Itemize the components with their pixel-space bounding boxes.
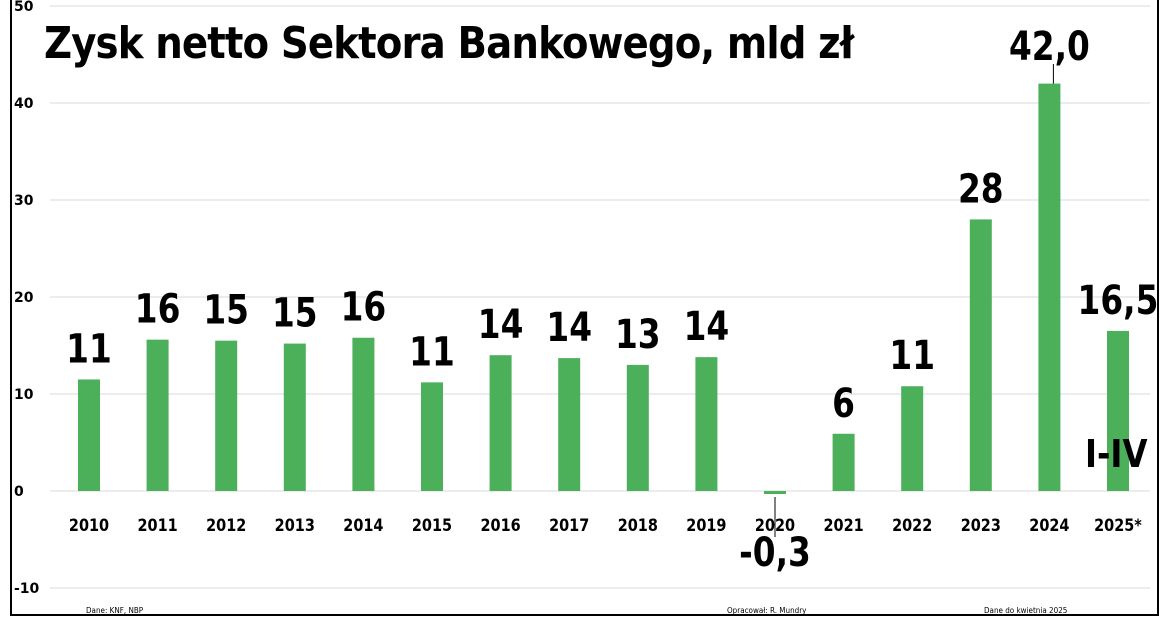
x-tick-label: 2025* xyxy=(1094,515,1142,535)
x-tick-label: 2021 xyxy=(823,515,863,535)
period-annotation: I-IV xyxy=(1085,432,1148,476)
data-label: 14 xyxy=(684,303,730,350)
y-tick-label: -10 xyxy=(14,581,40,597)
y-tick-label: 30 xyxy=(14,193,34,209)
data-label: 16 xyxy=(135,285,181,332)
data-label: 13 xyxy=(615,311,661,358)
x-tick-label: 2012 xyxy=(206,515,246,535)
x-tick-label: 2023 xyxy=(961,515,1001,535)
y-tick-label: 40 xyxy=(14,96,34,112)
chart-title: Zysk netto Sektora Bankowego, mld zł xyxy=(44,18,854,69)
x-tick-label: 2013 xyxy=(275,515,315,535)
data-label: 6 xyxy=(832,380,855,427)
bar xyxy=(1107,330,1129,491)
x-tick-label: 2018 xyxy=(618,515,658,535)
bar xyxy=(626,364,649,491)
y-tick-label: 10 xyxy=(14,387,34,403)
x-tick-label: 2024 xyxy=(1029,515,1069,535)
bar xyxy=(215,340,238,491)
bar xyxy=(1038,83,1061,491)
data-label: 16,5 xyxy=(1078,277,1159,324)
bar xyxy=(558,358,581,491)
author-note: Opracował: R. Mundry xyxy=(727,606,807,615)
source-note: Dane: KNF, NBP xyxy=(86,606,144,615)
bar xyxy=(764,491,786,494)
x-tick-label: 2019 xyxy=(686,515,726,535)
x-tick-label: 2011 xyxy=(138,515,178,535)
bar xyxy=(283,343,306,491)
date-note: Dane do kwietnia 2025 xyxy=(984,606,1068,615)
x-tick-label: 2010 xyxy=(69,515,109,535)
bar xyxy=(695,357,718,491)
bar xyxy=(352,337,375,491)
bar xyxy=(421,382,443,491)
data-label: 14 xyxy=(478,301,524,348)
data-label: 11 xyxy=(409,328,455,375)
data-label: 16 xyxy=(341,284,387,331)
x-tick-label: 2015 xyxy=(412,515,452,535)
x-tick-label: 2016 xyxy=(481,515,521,535)
bar xyxy=(901,386,924,491)
data-label: 42,0 xyxy=(1009,23,1090,70)
bar xyxy=(146,339,169,491)
y-tick-label: 20 xyxy=(14,290,34,306)
data-label: 28 xyxy=(958,165,1004,212)
y-tick-label: 0 xyxy=(14,484,24,500)
y-axis-ticks: -10 0 10 20 30 40 50 xyxy=(14,0,40,597)
x-axis-labels: 2010 2011 2012 2013 2014 2015 2016 2017 2018 2019… xyxy=(69,515,1142,535)
x-tick-label: 2017 xyxy=(549,515,589,535)
bar xyxy=(969,219,992,491)
data-label: 15 xyxy=(203,286,249,333)
bar xyxy=(832,433,855,491)
data-label: 14 xyxy=(546,304,592,351)
y-tick-label: 50 xyxy=(14,0,34,15)
data-label: 11 xyxy=(66,325,112,372)
bar xyxy=(489,355,512,491)
bar xyxy=(78,379,100,491)
x-tick-label: 2022 xyxy=(892,515,932,535)
bars xyxy=(78,83,1129,494)
data-label: 11 xyxy=(889,332,935,379)
data-label: 15 xyxy=(272,289,318,336)
x-tick-label: 2014 xyxy=(343,515,383,535)
